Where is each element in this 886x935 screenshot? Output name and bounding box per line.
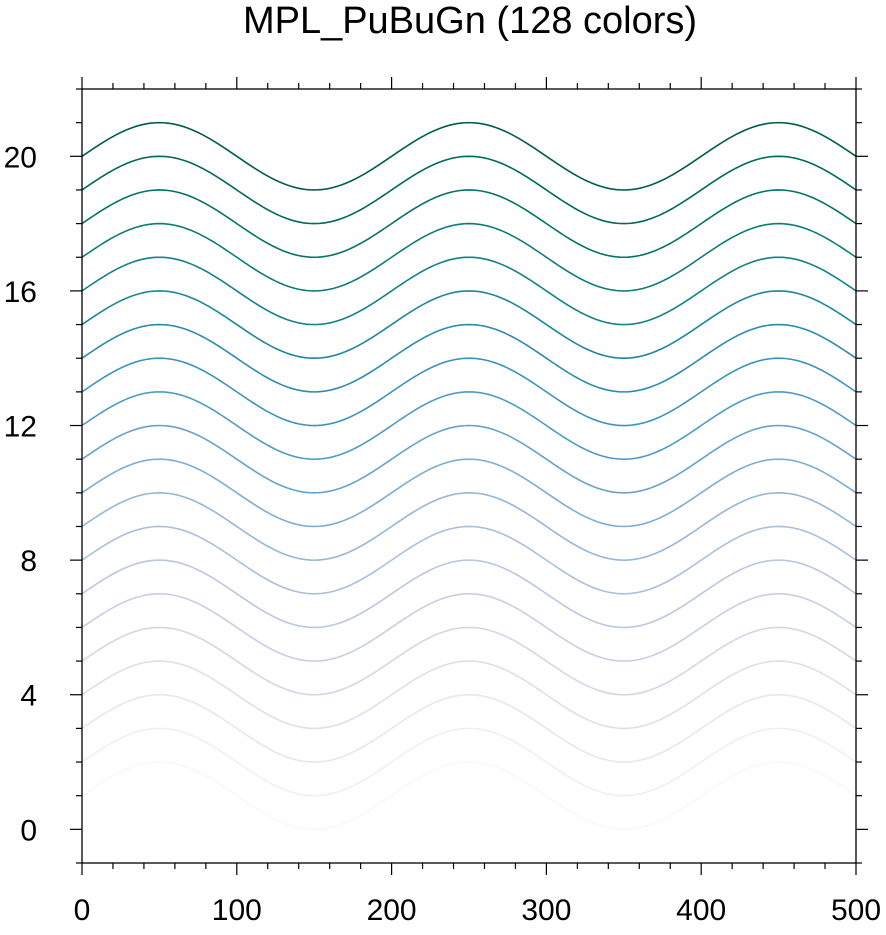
series-line-11 [81, 424, 857, 494]
x-tick-label: 0 [74, 894, 91, 927]
series-line-17 [81, 222, 857, 292]
series-line-12 [81, 391, 857, 460]
series-line-18 [81, 189, 857, 259]
series-line-19 [81, 155, 857, 225]
series-line-4 [81, 660, 857, 730]
y-tick-label: 0 [20, 814, 37, 847]
x-tick-label: 500 [831, 894, 881, 927]
plot-frame [81, 88, 857, 864]
series-line-3 [81, 693, 857, 763]
y-tick-label: 8 [20, 545, 37, 578]
tick-labels: 0 100 200 300 400 500 0 4 8 12 16 20 [4, 141, 881, 927]
series-line-20 [81, 121, 857, 191]
axis-ticks [70, 77, 868, 875]
series-line-14 [81, 323, 857, 393]
x-tick-label: 200 [367, 894, 417, 927]
series-line-10 [81, 458, 857, 528]
series-line-9 [81, 492, 857, 561]
series-line-16 [81, 256, 857, 326]
x-tick-label: 100 [212, 894, 262, 927]
x-tick-label: 400 [676, 894, 726, 927]
series-line-8 [81, 525, 857, 595]
y-tick-label: 12 [4, 411, 37, 444]
curves-group [81, 121, 857, 831]
y-tick-label: 16 [4, 276, 37, 309]
series-line-13 [81, 357, 857, 427]
series-line-15 [81, 290, 857, 360]
series-line-2 [81, 727, 857, 797]
series-line-5 [81, 626, 857, 696]
series-line-6 [81, 592, 857, 662]
y-tick-label: 4 [20, 680, 37, 713]
chart-title: MPL_PuBuGn (128 colors) [243, 0, 697, 42]
series-line-1 [81, 761, 857, 831]
x-tick-label: 300 [521, 894, 571, 927]
series-line-7 [81, 559, 857, 629]
y-tick-label: 20 [4, 141, 37, 174]
